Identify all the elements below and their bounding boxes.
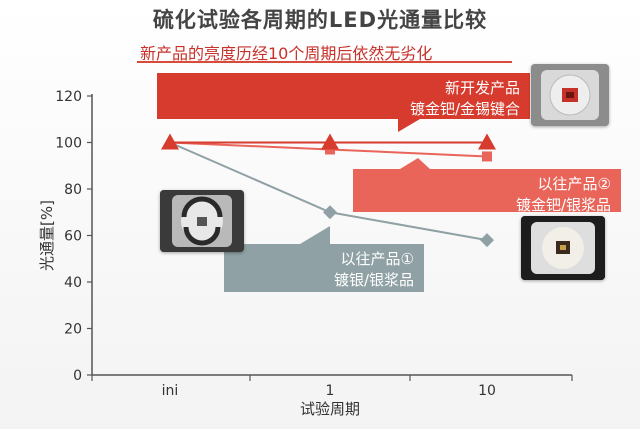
x-tick-label: ini [162, 383, 179, 399]
series-old1-label-line: 以往产品① [341, 250, 414, 268]
series-old2-callout [400, 158, 430, 169]
y-tick-label: 120 [55, 89, 82, 105]
y-tick-label: 60 [64, 229, 82, 245]
series-old1-callout [300, 226, 330, 244]
series-new-box [157, 73, 530, 119]
y-tick-label: 20 [64, 322, 82, 338]
series-old2-label-line: 以往产品② [538, 175, 611, 193]
chart-subtitle: 新产品的亮度历经10个周期后依然无劣化 [140, 44, 433, 63]
series-old1-point [480, 233, 494, 248]
y-axis-title: 光通量[%] [38, 200, 56, 271]
series-old2-point [482, 151, 492, 162]
y-tick-label: 0 [73, 368, 82, 384]
x-tick-label: 10 [478, 383, 496, 399]
subtitle-underline [137, 61, 512, 63]
series-old1-label-line: 镀银/银浆品 [334, 271, 414, 289]
series-new-label-line: 新开发产品 [445, 79, 520, 97]
series-old2-label-line: 镀金钯/银浆品 [516, 196, 611, 214]
x-tick-label: 1 [326, 383, 335, 399]
series-new-point [478, 133, 496, 150]
led-package-old1-photo [160, 190, 244, 252]
led-package-new-photo [531, 64, 609, 126]
series-old2-box [353, 169, 621, 212]
led-package-old2-photo [521, 216, 605, 280]
y-tick-label: 100 [55, 136, 82, 152]
series-old1-point [323, 205, 337, 220]
series-new-point [161, 133, 179, 150]
series-new-label-line: 镀金钯/金锡键合 [410, 100, 520, 118]
chart-title: 硫化试验各周期的LED光通量比较 [152, 8, 488, 32]
series-old1-box [224, 244, 424, 292]
series-new-callout [398, 119, 420, 132]
x-axis-title: 试验周期 [300, 400, 360, 418]
series-new-point [321, 133, 339, 150]
y-tick-label: 80 [64, 182, 82, 198]
y-tick-label: 40 [64, 275, 82, 291]
